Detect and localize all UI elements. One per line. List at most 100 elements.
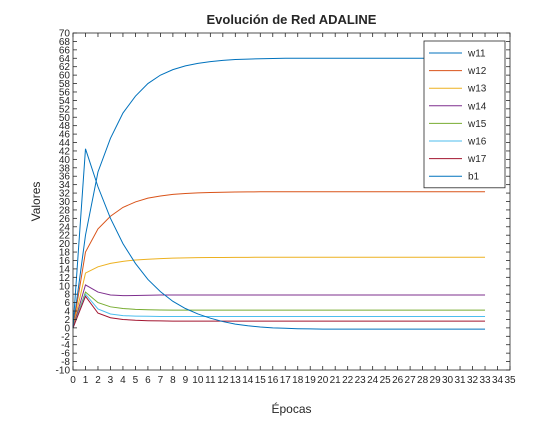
y-tick-label: 32 bbox=[59, 189, 71, 200]
x-tick-label: 30 bbox=[442, 375, 454, 386]
x-tick-label: 0 bbox=[70, 375, 76, 386]
x-tick-label: 9 bbox=[183, 375, 189, 386]
x-tick-label: 3 bbox=[108, 375, 114, 386]
y-tick-label: 30 bbox=[59, 197, 71, 208]
y-tick-label: 56 bbox=[59, 87, 71, 98]
legend-label-w16: w16 bbox=[467, 137, 487, 148]
x-tick-label: 17 bbox=[280, 375, 292, 386]
x-tick-label: 34 bbox=[492, 375, 504, 386]
y-tick-label: 18 bbox=[59, 248, 71, 259]
x-tick-label: 28 bbox=[417, 375, 429, 386]
y-tick-label: 38 bbox=[59, 163, 71, 174]
x-tick-label: 4 bbox=[120, 375, 126, 386]
y-tick-label: 50 bbox=[59, 113, 71, 124]
y-tick-label: 34 bbox=[59, 180, 71, 191]
x-tick-label: 1 bbox=[83, 375, 89, 386]
series-line-w15 bbox=[72, 291, 486, 329]
legend-label-w13: w13 bbox=[467, 84, 487, 95]
x-tick-label: 12 bbox=[217, 375, 229, 386]
legend-label-w17: w17 bbox=[467, 154, 487, 165]
y-tick-label: 0 bbox=[64, 323, 70, 334]
y-tick-label: 14 bbox=[59, 264, 71, 275]
y-tick-label: 62 bbox=[59, 62, 71, 73]
series-line-w17 bbox=[72, 295, 486, 329]
y-tick-label: -8 bbox=[61, 357, 70, 368]
y-tick-label: 58 bbox=[59, 79, 71, 90]
x-tick-label: 33 bbox=[479, 375, 491, 386]
legend-label-w12: w12 bbox=[467, 66, 487, 77]
legend-label-w11: w11 bbox=[467, 49, 486, 60]
y-tick-label: 68 bbox=[59, 37, 71, 48]
x-tick-label: 11 bbox=[205, 375, 216, 386]
series-line-w14 bbox=[72, 284, 486, 329]
legend: w11 w12 w13 w14 w15 w16 w17 b1 bbox=[423, 40, 506, 189]
y-tick-label: 54 bbox=[59, 96, 71, 107]
x-tick-label: 35 bbox=[504, 375, 516, 386]
x-tick-label: 24 bbox=[367, 375, 379, 386]
legend-label-w15: w15 bbox=[467, 119, 487, 130]
x-tick-label: 13 bbox=[230, 375, 242, 386]
series-layer bbox=[72, 57, 486, 330]
x-tick-label: 2 bbox=[95, 375, 101, 386]
y-tick-label: 48 bbox=[59, 121, 71, 132]
y-tick-label: 12 bbox=[59, 273, 71, 284]
y-tick-label: -4 bbox=[61, 340, 70, 351]
y-tick-label: 66 bbox=[59, 45, 71, 56]
y-tick-label: 46 bbox=[59, 130, 71, 141]
x-axis: 0 1 2 3 4 5 6 7 8 9 10 11 12 13 14 15 16 17 18 19 20 21 22 23 24… bbox=[70, 33, 516, 386]
y-tick-label: 4 bbox=[64, 307, 70, 318]
y-tick-label: 44 bbox=[59, 138, 71, 149]
x-tick-label: 22 bbox=[342, 375, 354, 386]
x-tick-label: 5 bbox=[133, 375, 139, 386]
x-tick-label: 10 bbox=[192, 375, 204, 386]
series-line-w13 bbox=[72, 256, 486, 328]
legend-label-b1: b1 bbox=[468, 172, 480, 183]
x-tick-label: 19 bbox=[305, 375, 317, 386]
x-tick-label: 20 bbox=[317, 375, 329, 386]
x-axis-label: Épocas bbox=[271, 401, 311, 416]
y-axis: -10-8-6-4-202468101214161820222426283032… bbox=[56, 29, 510, 377]
x-tick-label: 6 bbox=[145, 375, 151, 386]
y-tick-label: 42 bbox=[59, 146, 71, 157]
x-tick-label: 16 bbox=[267, 375, 279, 386]
y-tick-label: 22 bbox=[59, 231, 71, 242]
y-tick-label: -2 bbox=[61, 332, 70, 343]
x-tick-label: 32 bbox=[467, 375, 479, 386]
series-line-b1 bbox=[72, 148, 486, 330]
y-tick-label: 70 bbox=[59, 29, 71, 40]
series-line-w16 bbox=[72, 293, 486, 329]
y-axis-label: Valores bbox=[29, 182, 43, 222]
series-line-w12 bbox=[72, 191, 486, 328]
y-tick-label: 40 bbox=[59, 155, 71, 166]
x-tick-label: 29 bbox=[430, 375, 442, 386]
y-tick-label: 20 bbox=[59, 239, 71, 250]
x-tick-label: 18 bbox=[292, 375, 304, 386]
x-tick-label: 25 bbox=[380, 375, 392, 386]
series-line-w11 bbox=[72, 57, 486, 328]
y-tick-label: 10 bbox=[59, 281, 71, 292]
x-tick-label: 23 bbox=[355, 375, 367, 386]
x-tick-label: 31 bbox=[454, 375, 466, 386]
y-tick-label: 60 bbox=[59, 71, 71, 82]
x-tick-label: 26 bbox=[392, 375, 404, 386]
legend-label-w14: w14 bbox=[467, 101, 487, 112]
y-tick-label: 8 bbox=[64, 290, 70, 301]
y-tick-label: 6 bbox=[64, 298, 70, 309]
x-tick-label: 8 bbox=[170, 375, 176, 386]
y-tick-label: -10 bbox=[56, 366, 71, 377]
chart-title: Evolución de Red ADALINE bbox=[207, 12, 377, 27]
y-tick-label: -6 bbox=[61, 349, 70, 360]
x-tick-label: 21 bbox=[330, 375, 342, 386]
y-tick-label: 28 bbox=[59, 205, 71, 216]
y-tick-label: 16 bbox=[59, 256, 71, 267]
x-tick-label: 7 bbox=[158, 375, 164, 386]
x-tick-label: 27 bbox=[405, 375, 417, 386]
legend-box bbox=[423, 40, 506, 189]
y-tick-label: 52 bbox=[59, 104, 71, 115]
x-tick-label: 14 bbox=[242, 375, 254, 386]
y-tick-label: 2 bbox=[64, 315, 70, 326]
y-tick-label: 24 bbox=[59, 222, 71, 233]
x-tick-label: 15 bbox=[255, 375, 267, 386]
